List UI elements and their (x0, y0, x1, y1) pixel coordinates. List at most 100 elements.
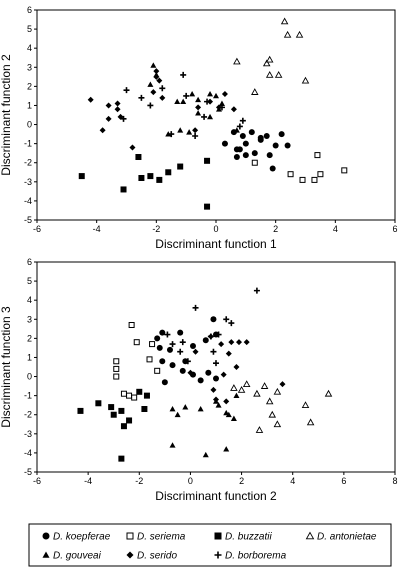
y-tick-label: -4 (24, 448, 32, 458)
series-d-serido (87, 68, 237, 151)
x-tick-label: 6 (392, 224, 397, 234)
point-d-serido (243, 339, 250, 346)
point-d-buzzatii (204, 157, 211, 164)
point-d-serido (213, 396, 219, 403)
y-tick-label: 5 (27, 24, 32, 34)
point-d-seriema (113, 365, 120, 372)
x-tick-label: 2 (273, 224, 278, 234)
square-filled-marker-icon (214, 532, 222, 540)
diamond-filled-marker-icon (126, 551, 134, 559)
point-d-buzzatii (177, 163, 184, 170)
point-d-serido (114, 106, 121, 113)
point-d-buzzatii (136, 388, 143, 395)
point-d-borborema (180, 71, 187, 78)
point-d-borborema (215, 331, 222, 338)
y-tick-label: 5 (27, 276, 32, 286)
point-d-antonietae (283, 30, 292, 38)
triangle-open-marker-icon (305, 531, 315, 540)
point-d-seriema (299, 176, 306, 183)
y-tick-label: -5 (24, 467, 32, 477)
point-d-gouveai (218, 100, 225, 106)
point-d-serido (105, 115, 112, 122)
point-d-buzzatii (118, 407, 125, 414)
point-d-buzzatii (108, 404, 115, 411)
legend-label: D. borborema (225, 551, 287, 562)
series-d-gouveai (169, 392, 240, 458)
point-d-serido (279, 381, 286, 388)
point-d-serido (129, 144, 136, 151)
point-d-buzzatii (120, 186, 127, 193)
y-tick-label: -1 (24, 391, 32, 401)
point-d-serido (150, 89, 157, 96)
point-d-borborema (123, 87, 130, 94)
point-d-buzzatii (141, 406, 148, 412)
point-d-gouveai (213, 92, 219, 99)
point-d-serido (192, 127, 199, 134)
series-d-seriema (113, 322, 161, 401)
point-d-antonietae (301, 76, 310, 84)
point-d-borborema (207, 333, 214, 340)
point-d-gouveai (230, 415, 237, 421)
point-d-koepferae (278, 131, 285, 138)
legend-label: D. gouveai (53, 551, 102, 562)
legend-label: D. seriema (137, 532, 186, 543)
point-d-seriema (113, 358, 120, 365)
point-d-serido (230, 106, 237, 113)
point-d-buzzatii (165, 169, 172, 176)
point-d-seriema (154, 367, 161, 374)
point-d-borborema (120, 115, 127, 122)
point-d-borborema (201, 113, 208, 120)
point-d-antonietae (273, 387, 282, 395)
point-d-koepferae (166, 346, 173, 353)
point-d-antonietae (253, 389, 261, 397)
point-d-serido (221, 91, 228, 97)
point-d-antonietae (324, 389, 333, 397)
point-d-koepferae (242, 152, 249, 159)
point-d-serido (99, 127, 106, 134)
point-d-seriema (314, 152, 321, 159)
point-d-serido (236, 339, 243, 346)
point-d-gouveai (233, 392, 240, 399)
point-d-seriema (131, 394, 138, 401)
point-d-borborema (183, 92, 190, 99)
point-d-antonietae (237, 385, 246, 393)
point-d-gouveai (223, 446, 230, 452)
point-d-seriema (113, 373, 120, 380)
point-d-gouveai (169, 442, 176, 448)
point-d-gouveai (225, 411, 232, 418)
point-d-antonietae (251, 88, 259, 95)
y-tick-label: -3 (24, 429, 32, 439)
legend-item-d-borborema: D. borborema (214, 551, 287, 562)
x-tick-label: -2 (152, 224, 160, 234)
point-d-serido (114, 100, 121, 107)
y-tick-label: 4 (27, 295, 32, 305)
point-d-seriema (133, 339, 140, 346)
point-d-gouveai (202, 451, 209, 458)
point-d-gouveai (215, 402, 222, 408)
plot-frame (36, 9, 396, 221)
point-d-antonietae (230, 384, 238, 391)
x-tick-label: -6 (33, 476, 41, 486)
y-tick-label: 2 (27, 81, 32, 91)
point-d-buzzatii (204, 203, 211, 210)
point-d-gouveai (174, 411, 181, 418)
point-d-borborema (169, 341, 176, 348)
y-tick-label: 1 (27, 100, 32, 110)
y-axis-label: Discriminant function 2 (0, 54, 13, 176)
circle-filled-marker-icon (42, 532, 50, 540)
series-d-antonietae (230, 380, 333, 433)
y-axis-label: Discriminant function 3 (0, 306, 13, 428)
point-d-koepferae (189, 343, 196, 349)
x-axis-label: Discriminant function 2 (155, 489, 277, 503)
point-d-antonietae (274, 70, 283, 78)
point-d-gouveai (177, 127, 184, 133)
point-d-koepferae (179, 367, 186, 374)
point-d-seriema (287, 171, 294, 178)
y-tick-label: 4 (27, 43, 32, 53)
point-d-borborema (168, 131, 175, 138)
square-open-marker-icon (126, 532, 134, 540)
point-d-borborema (213, 360, 219, 367)
point-d-koepferae (161, 379, 168, 386)
point-d-borborema (218, 104, 225, 111)
